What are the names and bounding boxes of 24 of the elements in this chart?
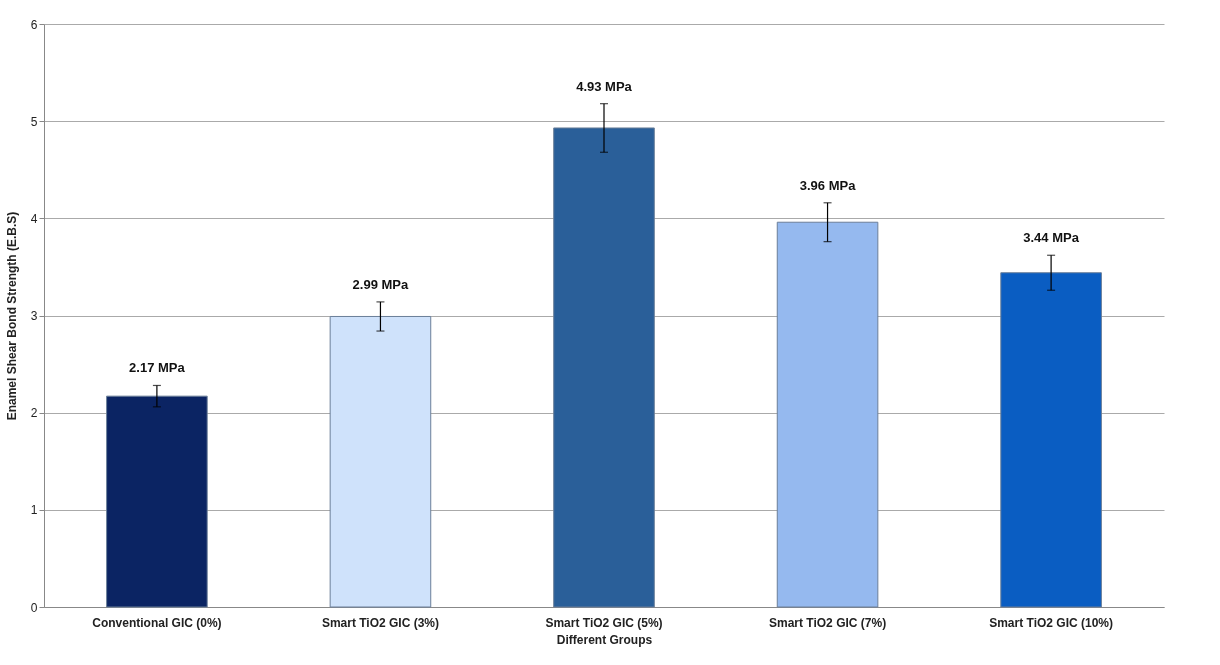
y-tick-label: 2 bbox=[30, 406, 38, 421]
y-tick-label: 4 bbox=[30, 211, 38, 226]
y-tick-label: 1 bbox=[30, 503, 38, 518]
x-tick-label: Smart TiO2 GIC (3%) bbox=[321, 615, 440, 630]
data-label: 2.99 MPa bbox=[352, 276, 410, 292]
x-tick-label: Smart TiO2 GIC (10%) bbox=[989, 615, 1114, 630]
bar bbox=[776, 221, 879, 608]
data-label: 2.17 MPa bbox=[129, 360, 186, 376]
x-axis-title: Different Groups bbox=[556, 632, 653, 647]
x-tick-label: Conventional GIC (0%) bbox=[92, 615, 222, 630]
bar bbox=[553, 127, 655, 608]
bar bbox=[329, 315, 432, 608]
bar bbox=[1000, 272, 1102, 608]
x-tick-label: Smart TiO2 GIC (7%) bbox=[768, 615, 887, 630]
data-label: 3.96 MPa bbox=[799, 177, 857, 193]
x-tick-label: Smart TiO2 GIC (5%) bbox=[545, 615, 663, 630]
data-label: 3.44 MPa bbox=[1023, 230, 1080, 246]
y-tick-label: 3 bbox=[30, 309, 38, 323]
y-tick-label: 6 bbox=[30, 17, 38, 32]
y-tick-label: 0 bbox=[30, 600, 38, 615]
y-axis-title: Enamel Shear Bond Strength (E.B.S) bbox=[4, 211, 19, 421]
data-label: 4.93 MPa bbox=[576, 78, 633, 94]
bar bbox=[106, 395, 208, 608]
y-tick-label: 5 bbox=[30, 114, 38, 129]
